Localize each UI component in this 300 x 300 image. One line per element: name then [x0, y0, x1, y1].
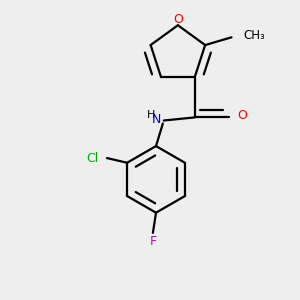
Text: CH₃: CH₃ — [243, 29, 265, 42]
Text: N: N — [151, 113, 161, 126]
Text: H: H — [147, 110, 155, 120]
Text: O: O — [237, 110, 247, 122]
Text: F: F — [149, 235, 157, 248]
Text: Cl: Cl — [86, 152, 98, 165]
Text: O: O — [173, 13, 183, 26]
